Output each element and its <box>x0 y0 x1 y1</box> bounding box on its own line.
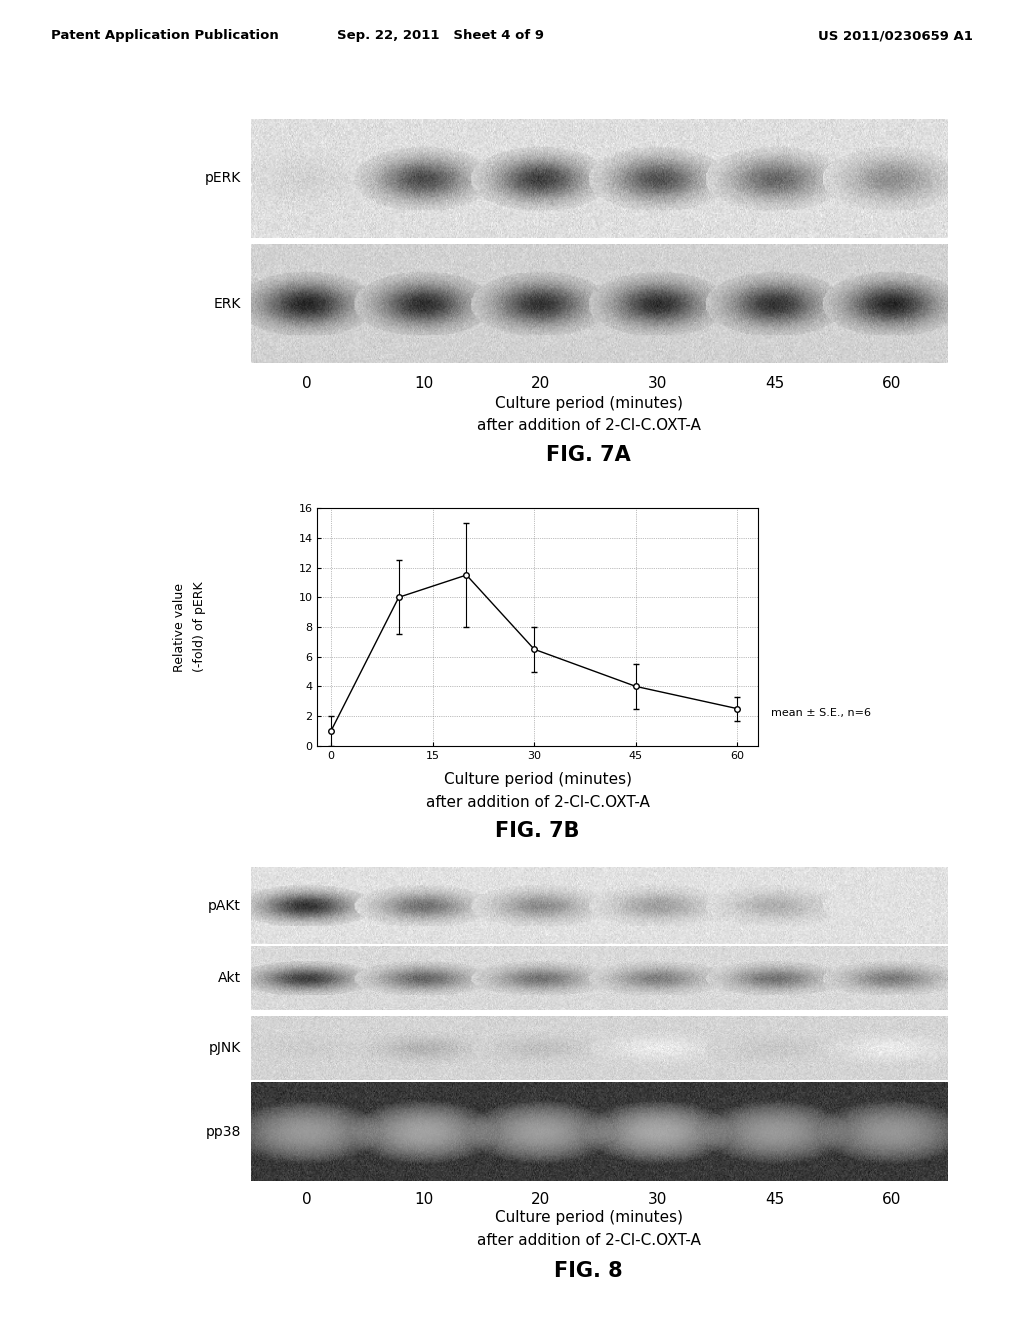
Text: pAKt: pAKt <box>208 899 241 912</box>
Text: 10: 10 <box>414 376 433 391</box>
Text: ERK: ERK <box>213 297 241 310</box>
Text: 60: 60 <box>882 1192 901 1206</box>
Text: 45: 45 <box>765 1192 784 1206</box>
Text: 30: 30 <box>648 376 668 391</box>
Text: Relative value: Relative value <box>173 582 185 672</box>
Text: pp38: pp38 <box>205 1125 241 1139</box>
Text: 0: 0 <box>302 1192 311 1206</box>
Text: 10: 10 <box>414 1192 433 1206</box>
Text: FIG. 8: FIG. 8 <box>554 1261 624 1280</box>
Text: mean ± S.E., n=6: mean ± S.E., n=6 <box>771 708 871 718</box>
Text: Akt: Akt <box>217 972 241 985</box>
Text: pJNK: pJNK <box>209 1041 241 1055</box>
Text: FIG. 7A: FIG. 7A <box>547 445 631 465</box>
Text: Patent Application Publication: Patent Application Publication <box>51 29 279 42</box>
Text: (-fold) of pERK: (-fold) of pERK <box>194 582 206 672</box>
Text: 30: 30 <box>648 1192 668 1206</box>
Text: FIG. 7B: FIG. 7B <box>496 821 580 841</box>
Text: after addition of 2-Cl-C.OXT-A: after addition of 2-Cl-C.OXT-A <box>477 418 700 433</box>
Text: 60: 60 <box>882 376 901 391</box>
Text: Culture period (minutes): Culture period (minutes) <box>495 396 683 411</box>
Text: Culture period (minutes): Culture period (minutes) <box>443 772 632 787</box>
Text: 20: 20 <box>530 376 550 391</box>
Text: pERK: pERK <box>205 172 241 185</box>
Text: 45: 45 <box>765 376 784 391</box>
Text: Sep. 22, 2011   Sheet 4 of 9: Sep. 22, 2011 Sheet 4 of 9 <box>337 29 544 42</box>
Text: after addition of 2-Cl-C.OXT-A: after addition of 2-Cl-C.OXT-A <box>477 1233 700 1247</box>
Text: Culture period (minutes): Culture period (minutes) <box>495 1210 683 1225</box>
Text: US 2011/0230659 A1: US 2011/0230659 A1 <box>818 29 973 42</box>
Text: 20: 20 <box>530 1192 550 1206</box>
Text: after addition of 2-Cl-C.OXT-A: after addition of 2-Cl-C.OXT-A <box>426 795 649 809</box>
Text: 0: 0 <box>302 376 311 391</box>
